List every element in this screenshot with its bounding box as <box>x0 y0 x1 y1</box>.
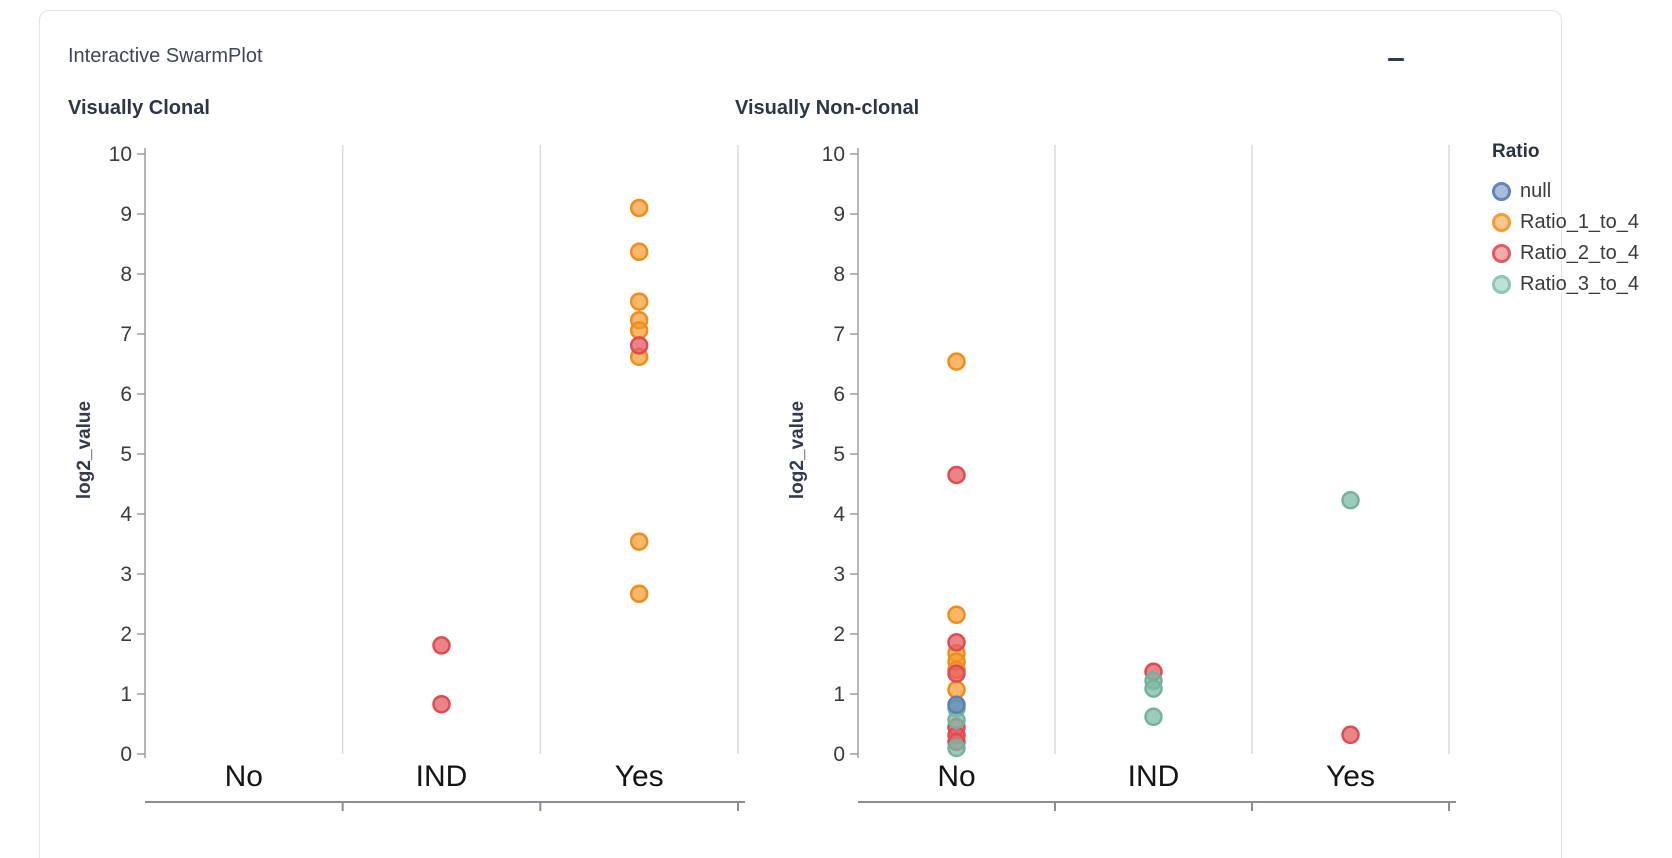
y-tick-label: 8 <box>120 263 132 286</box>
legend-item-label: Ratio_1_to_4 <box>1520 211 1639 233</box>
x-category-label: No <box>937 760 975 793</box>
y-tick-label: 1 <box>833 683 845 706</box>
x-category-label: No <box>225 760 263 793</box>
data-point[interactable] <box>432 694 451 714</box>
legend: Ratio null Ratio_1_to_4 Ratio_2_to_4 Ratio_… <box>1492 141 1639 300</box>
legend-item-label: Ratio_2_to_4 <box>1520 242 1639 264</box>
y-tick-label: 10 <box>109 143 132 166</box>
data-point[interactable] <box>947 633 966 652</box>
y-tick-label: 2 <box>833 623 845 646</box>
data-point[interactable] <box>629 242 649 262</box>
plot-title-left: Visually Clonal <box>68 97 210 119</box>
data-point[interactable] <box>629 198 649 218</box>
y-tick-label: 7 <box>833 323 845 346</box>
y-tick-label: 6 <box>120 383 132 406</box>
legend-item-label: null <box>1520 180 1552 202</box>
y-tick-label: 10 <box>822 143 845 166</box>
data-point[interactable] <box>947 710 966 730</box>
y-tick-label: 8 <box>833 263 845 286</box>
data-point[interactable] <box>432 636 451 655</box>
y-tick-label: 4 <box>833 503 845 526</box>
legend-swatch-icon <box>1492 182 1511 201</box>
x-category-label: Yes <box>615 760 664 793</box>
y-tick-label: 2 <box>120 623 132 646</box>
y-tick-label: 9 <box>120 203 132 226</box>
y-tick-label: 3 <box>120 563 132 586</box>
y-tick-label: 5 <box>120 443 132 466</box>
y-tick-label: 5 <box>833 443 845 466</box>
x-category-label: IND <box>1128 760 1180 793</box>
panel-card <box>39 10 1562 858</box>
data-point[interactable] <box>1341 490 1360 510</box>
y-tick-label: 1 <box>120 683 132 706</box>
legend-item-Ratio_3_to_4[interactable]: Ratio_3_to_4 <box>1492 269 1639 300</box>
legend-swatch-icon <box>1492 275 1511 294</box>
data-point[interactable] <box>629 584 649 604</box>
legend-items: null Ratio_1_to_4 Ratio_2_to_4 Ratio_3_to_4 <box>1492 176 1639 300</box>
y-tick-label: 0 <box>120 743 132 766</box>
plot-title-right: Visually Non-clonal <box>735 97 920 119</box>
data-point[interactable] <box>947 465 966 485</box>
x-category-label: Yes <box>1326 760 1375 793</box>
legend-item-label: Ratio_3_to_4 <box>1520 273 1639 295</box>
legend-item-Ratio_1_to_4[interactable]: Ratio_1_to_4 <box>1492 207 1639 238</box>
data-point[interactable] <box>1144 679 1163 698</box>
y-tick-label: 3 <box>833 563 845 586</box>
collapse-button[interactable] <box>1379 43 1412 76</box>
data-point[interactable] <box>947 680 966 700</box>
data-point[interactable] <box>629 336 649 355</box>
y-tick-label: 6 <box>833 383 845 406</box>
data-point[interactable] <box>629 321 649 340</box>
y-tick-label: 9 <box>833 203 845 226</box>
legend-swatch-icon <box>1492 213 1511 232</box>
x-category-label: IND <box>416 760 468 793</box>
data-point[interactable] <box>947 738 966 758</box>
y-tick-label: 0 <box>833 743 845 766</box>
data-point[interactable] <box>1341 725 1360 745</box>
legend-title: Ratio <box>1492 141 1540 162</box>
legend-swatch-icon <box>1492 244 1511 263</box>
legend-item-null[interactable]: null <box>1492 176 1639 207</box>
y-tick-label: 7 <box>120 323 132 346</box>
data-point[interactable] <box>1144 707 1163 727</box>
legend-item-Ratio_2_to_4[interactable]: Ratio_2_to_4 <box>1492 238 1639 269</box>
y-tick-label: 4 <box>120 503 132 526</box>
data-point[interactable] <box>629 292 649 311</box>
data-point[interactable] <box>947 664 966 683</box>
data-point[interactable] <box>947 605 966 625</box>
data-point[interactable] <box>947 695 966 715</box>
panel-title: Interactive SwarmPlot <box>68 45 263 67</box>
minus-icon <box>1387 58 1404 61</box>
data-point[interactable] <box>629 532 649 551</box>
data-point[interactable] <box>947 352 966 371</box>
